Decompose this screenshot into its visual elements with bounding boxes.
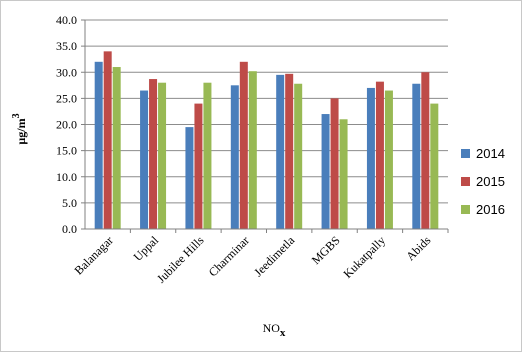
x-tick-label: Uppal [131, 233, 162, 264]
y-tick-label: 20.0 [56, 118, 77, 132]
bar-2014-7 [412, 83, 421, 230]
bar-2016-1 [158, 82, 167, 229]
y-axis-label-sup: 3 [11, 113, 22, 118]
y-tick-label: 0.0 [62, 222, 77, 236]
bar-2016-3 [248, 71, 257, 229]
bar-2015-2 [194, 103, 203, 229]
bar-2014-6 [366, 87, 375, 229]
bar-2014-1 [140, 90, 149, 229]
y-tick-label: 40.0 [56, 13, 77, 27]
x-axis-label: NOx [263, 321, 286, 339]
bar-2015-7 [421, 72, 430, 229]
bar-2015-0 [103, 51, 112, 229]
gridlines [81, 19, 448, 230]
x-tick-label: Charminar [206, 233, 252, 279]
bar-2016-6 [384, 90, 393, 229]
bar-2014-3 [230, 85, 239, 229]
bars [94, 51, 439, 230]
legend-swatch-2016 [461, 205, 470, 214]
legend-label-2014: 2014 [476, 146, 505, 161]
bar-2014-4 [276, 74, 285, 229]
legend: 2014 2015 2016 [461, 146, 505, 217]
legend-swatch-2014 [461, 149, 470, 158]
bar-2015-4 [285, 73, 294, 229]
legend-label-2015: 2015 [476, 174, 505, 189]
y-tick-label: 30.0 [56, 65, 77, 79]
bar-2015-3 [239, 61, 248, 229]
bar-2015-5 [330, 98, 339, 229]
y-tick-labels: 0.0 5.0 10.0 15.0 20.0 25.0 30.0 35.0 40.0 [56, 13, 77, 236]
x-axis-label-sub: x [280, 327, 286, 339]
bar-2016-0 [112, 67, 121, 230]
x-axis-label-main: NO [263, 321, 281, 335]
bar-2016-5 [339, 119, 348, 229]
y-axis-label-main: µg/m [14, 118, 28, 144]
bar-2014-0 [94, 61, 103, 229]
x-tick-label: Kukatpally [340, 233, 388, 281]
y-tick-label: 10.0 [56, 170, 77, 184]
bar-2016-7 [430, 103, 439, 229]
bar-2015-6 [375, 81, 384, 229]
y-tick-label: 15.0 [56, 144, 77, 158]
bar-2015-1 [149, 79, 158, 229]
x-tick-label: MGBS [309, 233, 343, 267]
bar-2014-2 [185, 127, 194, 229]
bar-2016-2 [203, 82, 212, 229]
y-tick-label: 35.0 [56, 39, 77, 53]
y-tick-label: 25.0 [56, 91, 77, 105]
bar-2016-4 [294, 83, 303, 230]
x-tick-label: Balanagar [72, 233, 116, 277]
x-tick-label: Jubilee Hills [154, 233, 207, 286]
legend-swatch-2015 [461, 177, 470, 186]
bar-2014-5 [321, 114, 330, 229]
y-axis-label: µg/m3 [11, 113, 28, 144]
x-tick-label: Abids [403, 233, 433, 263]
legend-label-2016: 2016 [476, 202, 505, 217]
axes [84, 20, 449, 233]
x-tick-label: Jeedimetla [251, 233, 298, 280]
y-tick-label: 5.0 [62, 196, 77, 210]
